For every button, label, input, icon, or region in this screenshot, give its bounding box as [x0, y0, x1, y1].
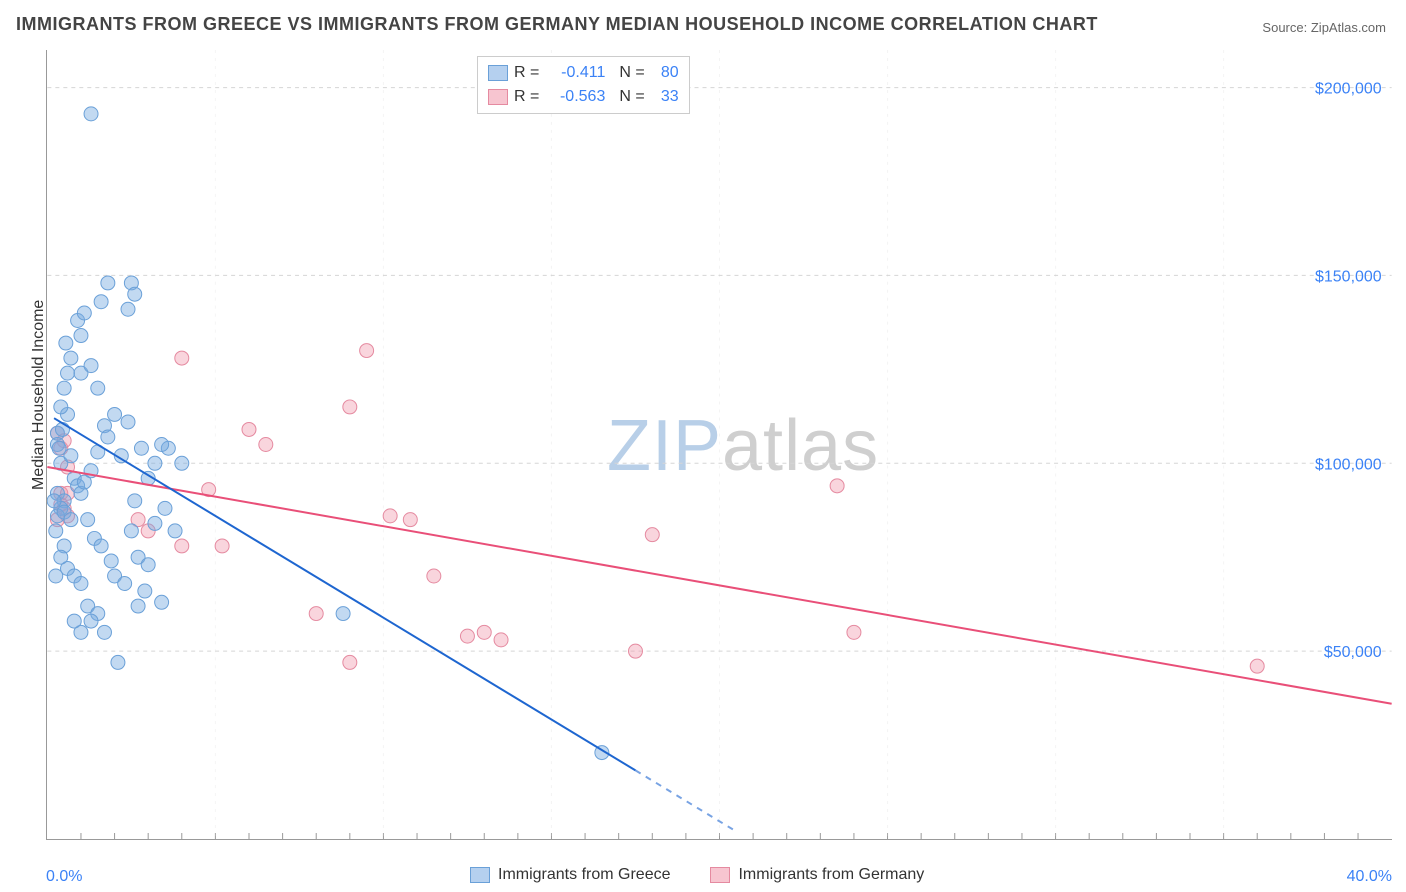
legend-correlation: R = -0.411 N = 80 R = -0.563 N = 33: [477, 56, 690, 114]
r-value: -0.563: [545, 88, 605, 106]
plot-svg: $50,000 $100,000 $150,000 $200,000: [47, 50, 1392, 839]
swatch-pink-icon: [488, 89, 508, 105]
source-link[interactable]: ZipAtlas.com: [1311, 20, 1386, 35]
swatch-blue-icon: [488, 65, 508, 81]
swatch-blue-icon: [470, 867, 490, 883]
n-label: N =: [619, 64, 644, 82]
r-label: R =: [514, 88, 539, 106]
legend-row: R = -0.411 N = 80: [488, 61, 679, 85]
n-value: 80: [651, 64, 679, 82]
source-label: Source:: [1262, 20, 1307, 35]
plot-area: ZIPatlas $50,000$100,000$150,000$200,000…: [46, 50, 1392, 840]
svg-text:$200,000: $200,000: [1315, 81, 1382, 98]
r-label: R =: [514, 64, 539, 82]
legend-item-greece: Immigrants from Greece: [470, 866, 670, 884]
source-line: Source: ZipAtlas.com: [1262, 20, 1386, 35]
legend-label: Immigrants from Germany: [738, 866, 924, 884]
svg-text:$100,000: $100,000: [1315, 456, 1382, 473]
legend-item-germany: Immigrants from Germany: [710, 866, 924, 884]
n-value: 33: [651, 88, 679, 106]
svg-text:$50,000: $50,000: [1324, 644, 1382, 661]
legend-label: Immigrants from Greece: [498, 866, 670, 884]
legend-row: R = -0.563 N = 33: [488, 85, 679, 109]
legend-series: Immigrants from Greece Immigrants from G…: [470, 866, 924, 884]
x-min-label: 0.0%: [46, 868, 82, 886]
r-value: -0.411: [545, 64, 605, 82]
swatch-pink-icon: [710, 867, 730, 883]
chart-title: IMMIGRANTS FROM GREECE VS IMMIGRANTS FRO…: [16, 14, 1098, 35]
n-label: N =: [619, 88, 644, 106]
svg-text:$150,000: $150,000: [1315, 268, 1382, 285]
x-max-label: 40.0%: [1347, 868, 1392, 886]
